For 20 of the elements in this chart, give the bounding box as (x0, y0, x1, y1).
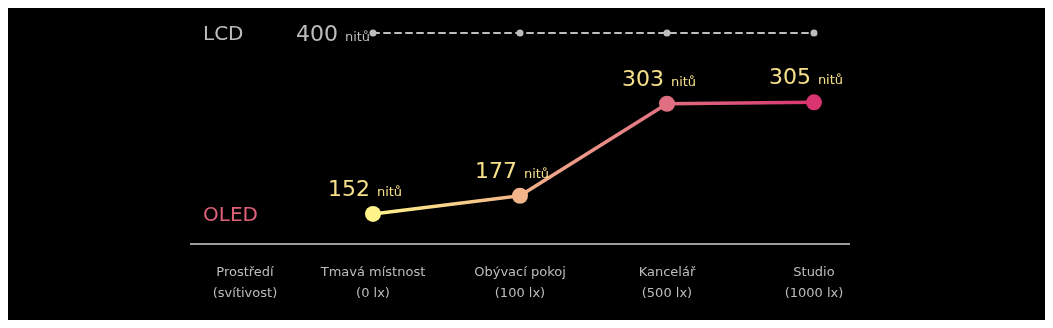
x-axis-title: Prostředí (svítivost) (212, 264, 278, 300)
x-tick-label: Studio (1000 lx) (784, 264, 844, 300)
data-label: 400 nitů (295, 21, 371, 46)
data-label: 303 nitů (621, 65, 697, 91)
data-label: 177 nitů (474, 157, 550, 183)
point (512, 187, 528, 204)
point (516, 29, 524, 37)
data-label: 305 nitů (768, 64, 844, 90)
text: OLED (203, 201, 258, 226)
data-label: 152 nitů (327, 175, 403, 201)
point (658, 95, 675, 112)
point (663, 29, 671, 37)
point (369, 29, 377, 37)
point (365, 205, 382, 222)
point (805, 94, 822, 111)
text: LCD (203, 21, 244, 45)
x-tick-label: Tmavá místnost (0 lx) (319, 264, 426, 300)
x-tick-label: Obývací pokoj (100 lx) (474, 264, 566, 300)
point (810, 29, 818, 37)
x-tick-label: Kancelář (500 lx) (638, 264, 696, 300)
